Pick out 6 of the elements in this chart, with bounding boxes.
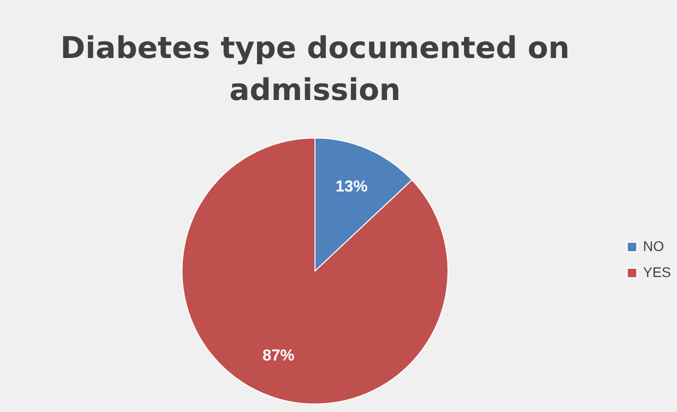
- data-label: 13%: [336, 178, 368, 196]
- legend-label: YES: [643, 264, 672, 280]
- chart-title: Diabetes type documented on admission: [60, 31, 570, 108]
- legend-label: NO: [643, 238, 664, 254]
- data-label: 87%: [262, 347, 294, 364]
- pie-slice: [182, 138, 448, 404]
